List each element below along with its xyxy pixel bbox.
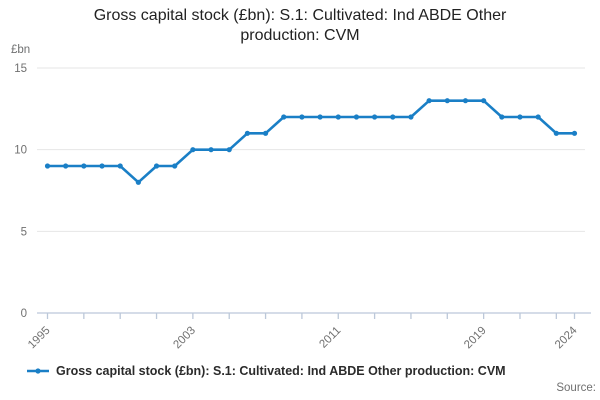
data-point[interactable] xyxy=(81,163,87,169)
x-axis-tick-label: 2024 xyxy=(553,324,580,351)
data-point[interactable] xyxy=(462,98,469,104)
data-point[interactable] xyxy=(372,114,378,120)
data-point[interactable] xyxy=(63,163,69,169)
legend: Gross capital stock (£bn): S.1: Cultivat… xyxy=(26,364,506,378)
data-point[interactable] xyxy=(335,114,341,120)
data-point[interactable] xyxy=(299,114,305,120)
chart-title: Gross capital stock (£bn): S.1: Cultivat… xyxy=(0,6,600,46)
x-axis-tick-label: 2019 xyxy=(462,325,489,352)
chart-title-line-2: production: CVM xyxy=(240,27,360,44)
data-point[interactable] xyxy=(408,114,414,120)
data-point[interactable] xyxy=(571,130,578,136)
data-point[interactable] xyxy=(262,130,269,136)
data-point[interactable] xyxy=(244,130,250,136)
data-point[interactable] xyxy=(426,98,432,104)
data-point[interactable] xyxy=(499,114,505,120)
data-point[interactable] xyxy=(44,163,51,169)
data-point[interactable] xyxy=(444,98,450,104)
data-point[interactable] xyxy=(553,130,559,136)
x-axis-tick-label: 2003 xyxy=(171,325,198,352)
legend-label: Gross capital stock (£bn): S.1: Cultivat… xyxy=(56,364,506,378)
data-point[interactable] xyxy=(153,163,160,169)
series-line xyxy=(47,99,575,184)
y-axis-tick-label: 5 xyxy=(21,226,27,238)
data-point[interactable] xyxy=(353,114,360,120)
x-axis-tick-label: 2011 xyxy=(317,325,343,351)
y-axis-tick-label: 15 xyxy=(14,63,27,75)
data-point[interactable] xyxy=(135,179,141,185)
data-point[interactable] xyxy=(281,114,287,120)
data-point[interactable] xyxy=(390,114,396,120)
data-point[interactable] xyxy=(172,163,178,169)
chart-title-line-1: Gross capital stock (£bn): S.1: Cultivat… xyxy=(93,7,507,24)
data-point[interactable] xyxy=(117,163,123,169)
y-axis-tick-label: 10 xyxy=(14,145,27,157)
legend-line-marker-icon xyxy=(27,368,49,374)
data-point[interactable] xyxy=(226,147,232,153)
data-point[interactable] xyxy=(317,114,323,120)
source-label: Source: xyxy=(556,382,596,394)
x-axis-tick-label: 1995 xyxy=(26,325,53,352)
data-point[interactable] xyxy=(208,147,214,153)
data-point[interactable] xyxy=(99,163,105,169)
data-point[interactable] xyxy=(481,98,487,104)
data-point[interactable] xyxy=(535,114,541,120)
y-axis-tick-label: 0 xyxy=(21,308,27,320)
chart-plot-area[interactable]: 1995 2003 2011 2019 2024 0 5 10 15 xyxy=(0,0,600,360)
data-point[interactable] xyxy=(190,147,196,153)
y-axis-unit-label: £bn xyxy=(11,44,31,56)
data-point[interactable] xyxy=(517,114,523,120)
